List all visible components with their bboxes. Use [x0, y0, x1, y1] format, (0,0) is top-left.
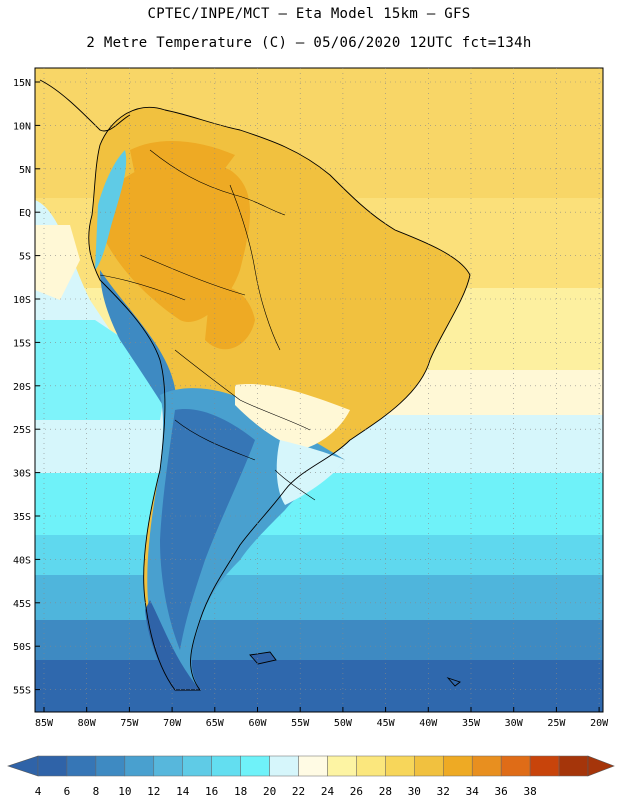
colorbar-swatch: [240, 755, 270, 777]
lon-label: 85W: [35, 718, 54, 729]
longitude-labels: 85W 80W 75W 70W 65W 60W 55W 50W 45W 40W 35W 30W 25W 2…: [35, 718, 609, 729]
colorbar-tick-label: 16: [205, 785, 218, 798]
lon-label: 25W: [547, 718, 566, 729]
colorbar-tick-label: 30: [408, 785, 421, 798]
colorbar-tick-label: 36: [495, 785, 508, 798]
lon-label: 20W: [590, 718, 609, 729]
lon-label: 40W: [419, 718, 438, 729]
colorbar: 4 6 8 10 12 14 16 18 20 22 24 26 28 30 32 34 36 38: [7, 755, 615, 798]
country-borders: [99, 149, 316, 501]
lon-label: 50W: [334, 718, 353, 729]
colorbar-tick-label: 12: [147, 785, 160, 798]
map-frame: [34, 67, 604, 713]
lon-label: 65W: [206, 718, 225, 729]
lon-label: 75W: [120, 718, 139, 729]
colorbar-tick-label: 38: [523, 785, 536, 798]
colorbar-high-arrow: [587, 755, 615, 777]
colorbar-tick-label: 10: [118, 785, 131, 798]
lat-label: 5S: [19, 252, 31, 263]
colorbar-swatch: [298, 755, 328, 777]
colorbar-tick-label: 8: [93, 785, 100, 798]
colorbar-tick-label: 22: [292, 785, 305, 798]
colorbar-tick-label: 18: [234, 785, 247, 798]
colorbar-swatch: [500, 755, 531, 777]
lat-label: 40S: [13, 555, 31, 566]
colorbar-tick-label: 14: [176, 785, 190, 798]
colorbar-swatch: [443, 755, 473, 777]
colorbar-swatch: [66, 755, 97, 777]
colorbar-swatch: [182, 755, 212, 777]
colorbar-tick-label: 6: [64, 785, 71, 798]
lon-label: 60W: [248, 718, 267, 729]
lat-label: 30S: [13, 469, 31, 480]
lon-label: 30W: [505, 718, 524, 729]
colorbar-swatch: [153, 755, 183, 777]
colorbar-swatch: [37, 755, 68, 777]
latitude-labels: 15N 10N 5N EQ 5S 10S 15S 20S 25S 30S 35S 40S 45S 50S 5…: [13, 78, 31, 697]
chart-title: CPTEC/INPE/MCT – Eta Model 15km – GFS: [147, 6, 471, 22]
colorbar-swatch: [95, 755, 126, 777]
colorbar-swatch: [558, 755, 589, 777]
colorbar-tick-label: 20: [263, 785, 276, 798]
lon-label: 45W: [377, 718, 396, 729]
colorbar-low-arrow: [7, 755, 39, 777]
lon-label: 55W: [291, 718, 310, 729]
lat-label: 20S: [13, 382, 31, 393]
temperature-field: [35, 68, 603, 712]
lat-label: 45S: [13, 599, 31, 610]
colorbar-swatch: [327, 755, 357, 777]
lat-label: 25S: [13, 425, 31, 436]
lat-label: 5N: [19, 165, 31, 176]
colorbar-tick-label: 26: [350, 785, 363, 798]
colorbar-tick-label: 28: [379, 785, 392, 798]
colorbar-swatch: [356, 755, 386, 777]
colorbar-swatch: [414, 755, 444, 777]
lat-label: 10N: [13, 121, 31, 132]
lon-label: 70W: [163, 718, 182, 729]
colorbar-tick-label: 24: [321, 785, 335, 798]
colorbar-swatch: [211, 755, 241, 777]
colorbar-tick-label: 32: [437, 785, 450, 798]
colorbar-swatch: [471, 755, 502, 777]
colorbar-swatch: [529, 755, 560, 777]
colorbar-tick-label: 34: [466, 785, 480, 798]
colorbar-swatch: [269, 755, 299, 777]
lat-label: 15N: [13, 78, 31, 89]
colorbar-swatch: [124, 755, 155, 777]
lon-label: 35W: [462, 718, 481, 729]
lat-label: 35S: [13, 512, 31, 523]
graticule: [35, 68, 603, 712]
lon-label: 80W: [78, 718, 97, 729]
lat-label: EQ: [19, 208, 31, 219]
colorbar-tick-label: 4: [35, 785, 42, 798]
lat-label: 50S: [13, 642, 31, 653]
lat-label: 55S: [13, 686, 31, 697]
coastlines: [39, 79, 471, 691]
colorbar-swatch: [385, 755, 415, 777]
chart-subtitle: 2 Metre Temperature (C) – 05/06/2020 12U…: [86, 35, 532, 51]
lat-label: 10S: [13, 295, 31, 306]
lat-label: 15S: [13, 338, 31, 349]
